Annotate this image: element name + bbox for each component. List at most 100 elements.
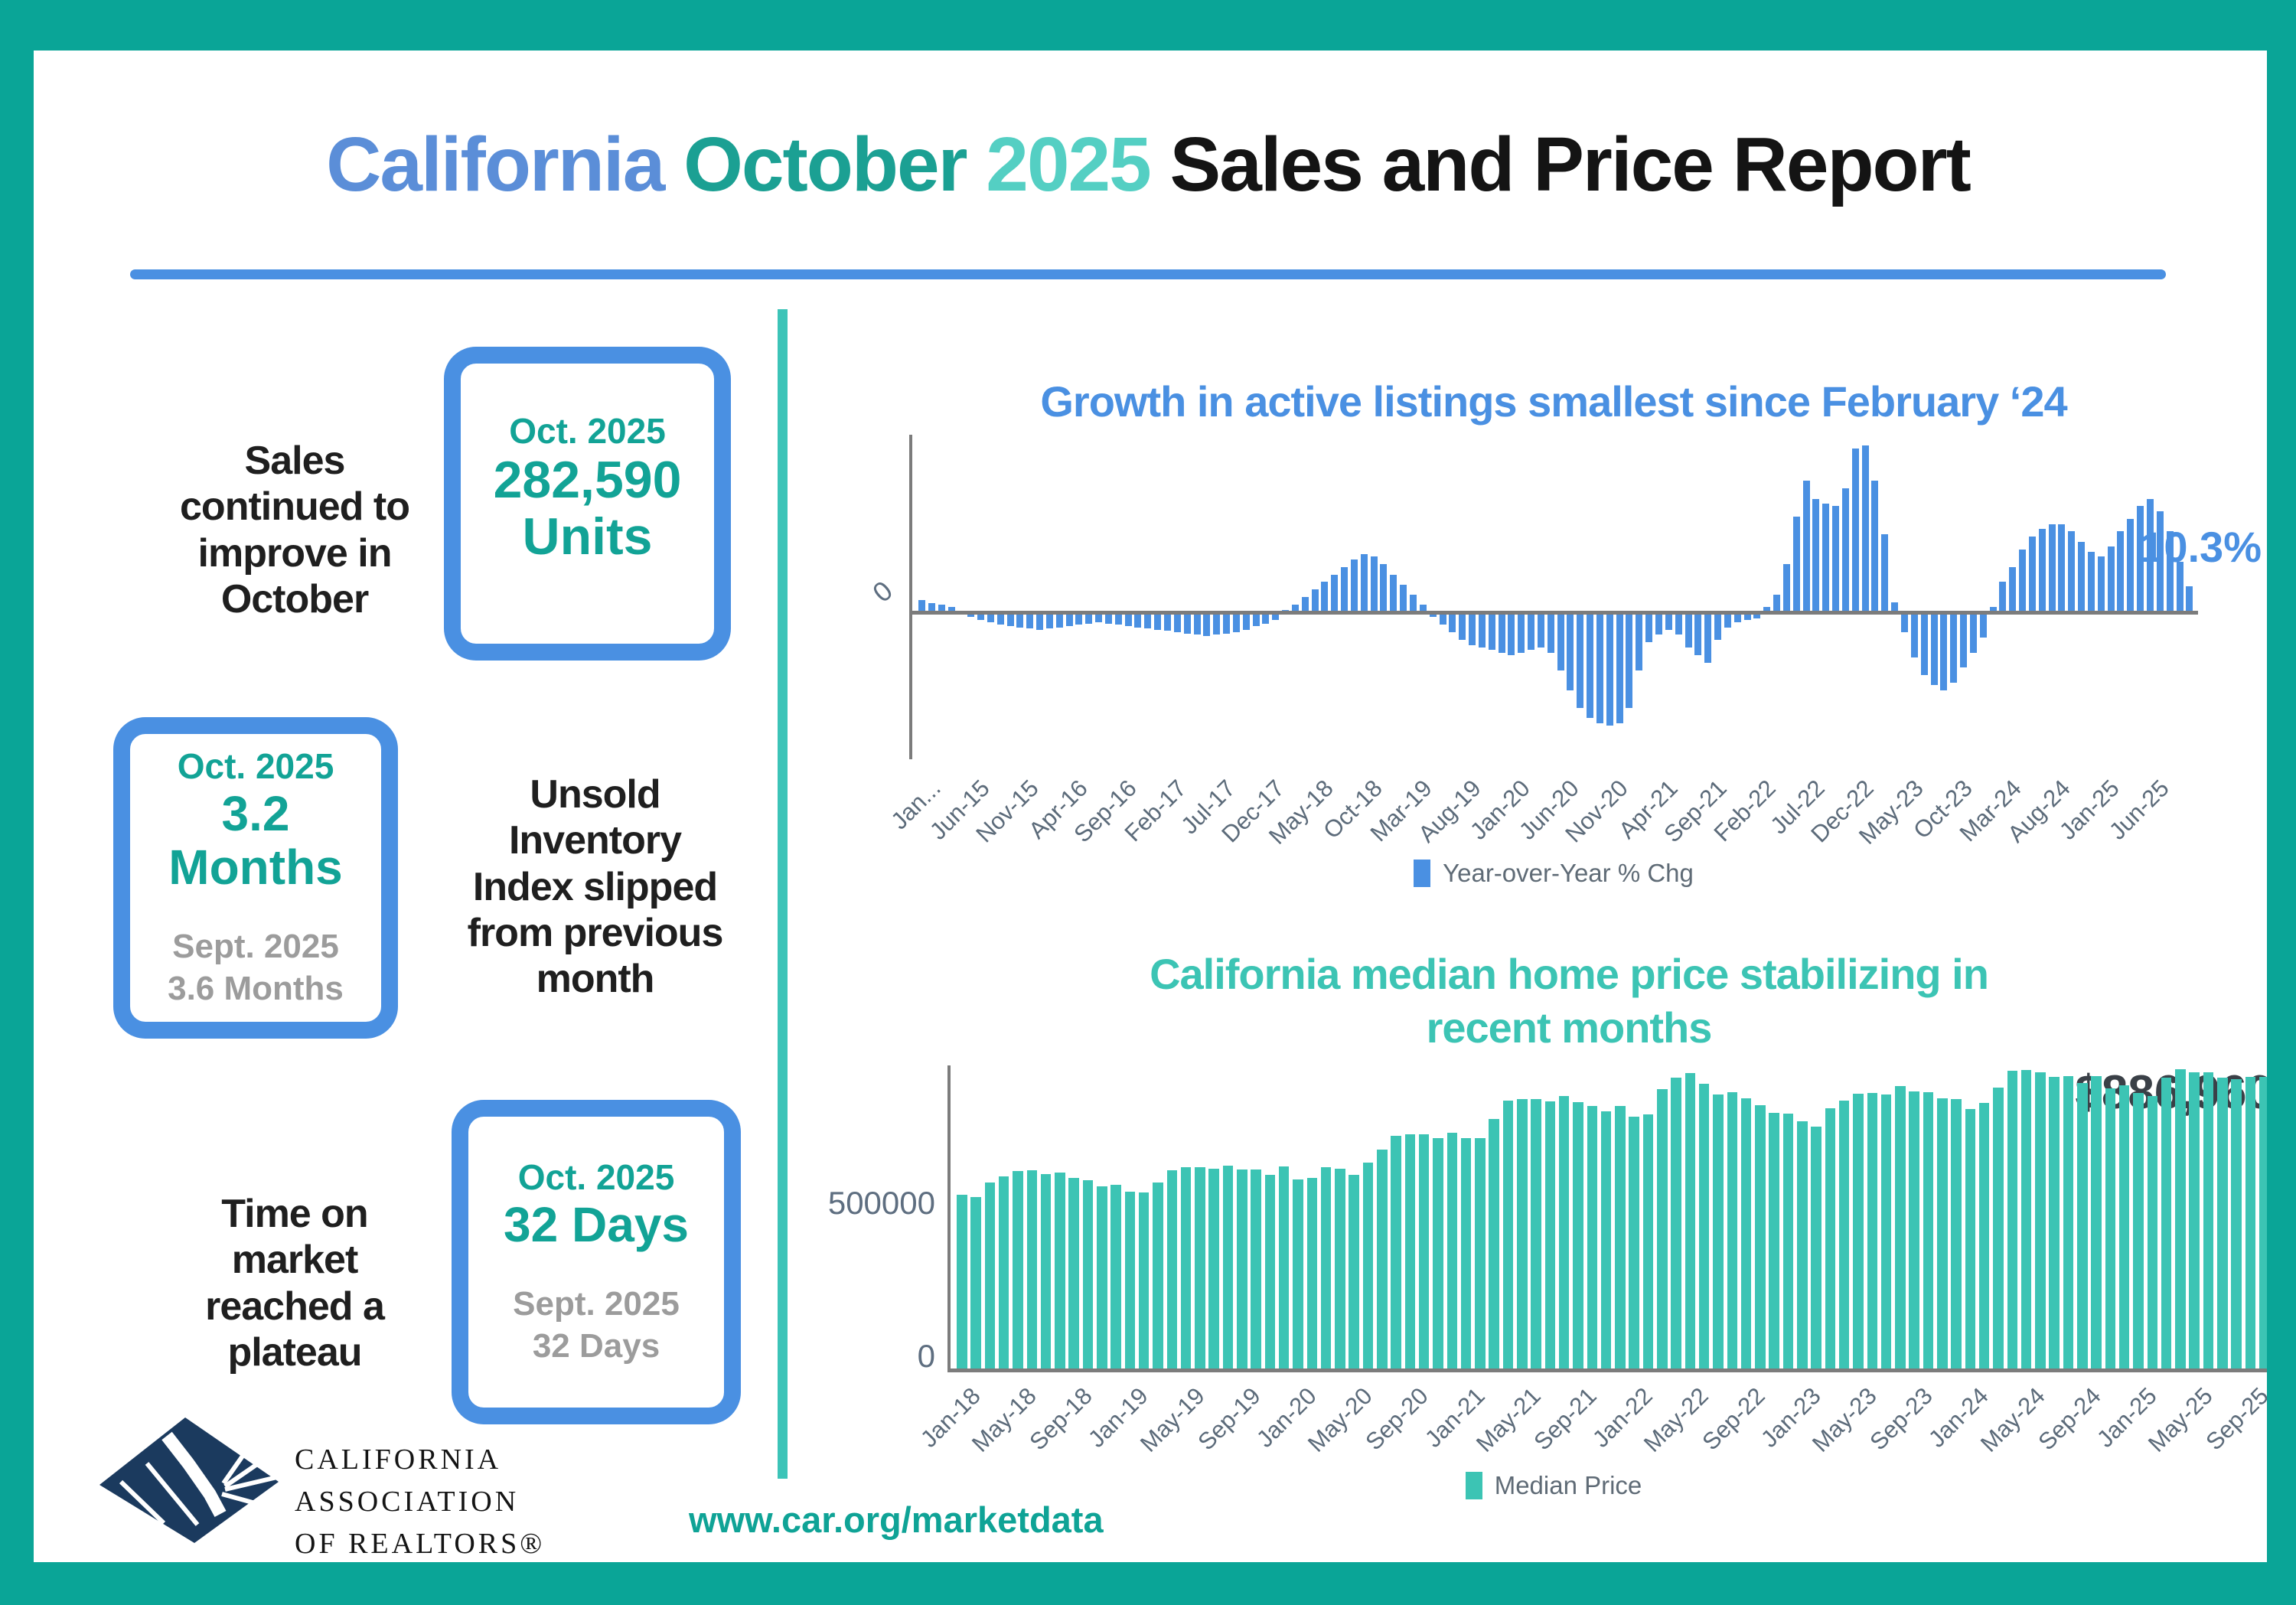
bar xyxy=(1704,615,1712,663)
bar xyxy=(1164,615,1171,631)
bar xyxy=(1498,615,1505,653)
bar xyxy=(1616,615,1623,723)
bar xyxy=(1773,594,1781,612)
bar xyxy=(1478,615,1486,648)
bar xyxy=(1587,1105,1597,1368)
bar xyxy=(1675,615,1682,635)
bar xyxy=(1203,615,1211,637)
bar xyxy=(1144,615,1152,629)
bar xyxy=(1068,1178,1079,1368)
legend-swatch-blue xyxy=(1414,860,1431,887)
bar xyxy=(1923,1091,1934,1368)
bar xyxy=(1082,1180,1094,1368)
bar xyxy=(2028,537,2036,612)
stat-card-inventory: Oct. 2025 3.2 Months Sept. 2025 3.6 Mont… xyxy=(113,717,398,1039)
bar xyxy=(1193,615,1201,635)
bar xyxy=(1251,1169,1261,1368)
bar xyxy=(1782,564,1790,612)
bar xyxy=(1055,1172,1065,1368)
bar xyxy=(2231,1078,2242,1368)
stat-headline-time-on-market: Time on market reached a plateau xyxy=(205,1192,385,1375)
bar xyxy=(1278,1166,1290,1368)
bar xyxy=(2019,549,2027,612)
bar xyxy=(1138,1192,1150,1368)
bar xyxy=(1727,1092,1737,1368)
bar xyxy=(1960,615,1968,668)
bar xyxy=(2117,531,2125,612)
bar xyxy=(1655,615,1662,635)
bar xyxy=(2038,529,2046,612)
title-underline xyxy=(130,269,2166,279)
bar xyxy=(1642,1114,1654,1368)
bar xyxy=(1965,1109,1976,1368)
bar xyxy=(998,1176,1009,1368)
bar xyxy=(1055,615,1063,628)
bar xyxy=(1684,615,1692,648)
bar xyxy=(1577,615,1584,709)
bar xyxy=(1851,448,1859,612)
bar xyxy=(2175,1068,2186,1368)
bar xyxy=(1040,1173,1052,1368)
bar xyxy=(938,605,945,612)
bar xyxy=(1797,1121,1808,1368)
bar xyxy=(1606,615,1613,726)
frame-border-top xyxy=(0,0,2296,51)
bar xyxy=(1753,615,1761,618)
bar xyxy=(2176,562,2183,612)
bar xyxy=(1095,615,1103,622)
bar xyxy=(1380,564,1388,612)
bar xyxy=(1838,1100,1850,1368)
title-october: October xyxy=(683,122,987,207)
stat-period: Oct. 2025 xyxy=(509,410,666,451)
bar xyxy=(1920,615,1928,676)
stat-previous-value: Sept. 2025 32 Days xyxy=(513,1284,680,1365)
bar xyxy=(1940,615,1948,690)
bar xyxy=(1488,615,1495,651)
bar xyxy=(1853,1093,1864,1368)
bar xyxy=(1124,1191,1136,1368)
bar xyxy=(2203,1072,2214,1368)
title-california: California xyxy=(326,122,684,207)
chart2-y-tick-0: 0 xyxy=(917,1338,935,1374)
bar xyxy=(1782,1114,1794,1368)
bar xyxy=(2007,1071,2017,1368)
bar xyxy=(1891,602,1899,612)
bar xyxy=(1930,615,1938,686)
bar xyxy=(1969,615,1977,653)
bar xyxy=(1740,1098,1752,1368)
bar xyxy=(1085,615,1093,624)
bar xyxy=(1714,615,1722,640)
bar xyxy=(2077,1082,2088,1368)
bar xyxy=(1645,615,1653,643)
bar xyxy=(2217,1077,2228,1368)
bar xyxy=(1626,615,1633,709)
bar xyxy=(2068,531,2076,612)
bar xyxy=(1223,615,1231,634)
frame-border-left xyxy=(0,0,34,1605)
legend-swatch-teal xyxy=(1465,1472,1482,1499)
bar xyxy=(2127,518,2135,612)
bar xyxy=(1208,1168,1219,1368)
bar xyxy=(1469,615,1476,645)
bar xyxy=(1104,615,1112,624)
chart2-legend: Median Price xyxy=(911,1471,2197,1500)
bar xyxy=(1724,615,1731,628)
page-title: California October 2025 Sales and Price … xyxy=(0,121,2296,209)
bar xyxy=(2166,531,2174,612)
bar xyxy=(2137,506,2144,612)
bar xyxy=(1349,1175,1359,1368)
bar xyxy=(2087,551,2095,612)
bar xyxy=(1573,1102,1583,1368)
marketdata-url-link[interactable]: www.car.org/marketdata xyxy=(689,1499,1104,1540)
bar xyxy=(1429,615,1437,618)
bar xyxy=(1694,615,1702,655)
chart2-y-axis xyxy=(947,1065,951,1372)
bar xyxy=(1880,1094,1892,1368)
bar xyxy=(1036,615,1044,630)
bar xyxy=(1360,554,1368,612)
bar xyxy=(1665,615,1672,630)
bar xyxy=(1910,615,1918,658)
bar xyxy=(1763,607,1771,612)
bar xyxy=(1901,615,1908,633)
bar xyxy=(1841,488,1849,612)
